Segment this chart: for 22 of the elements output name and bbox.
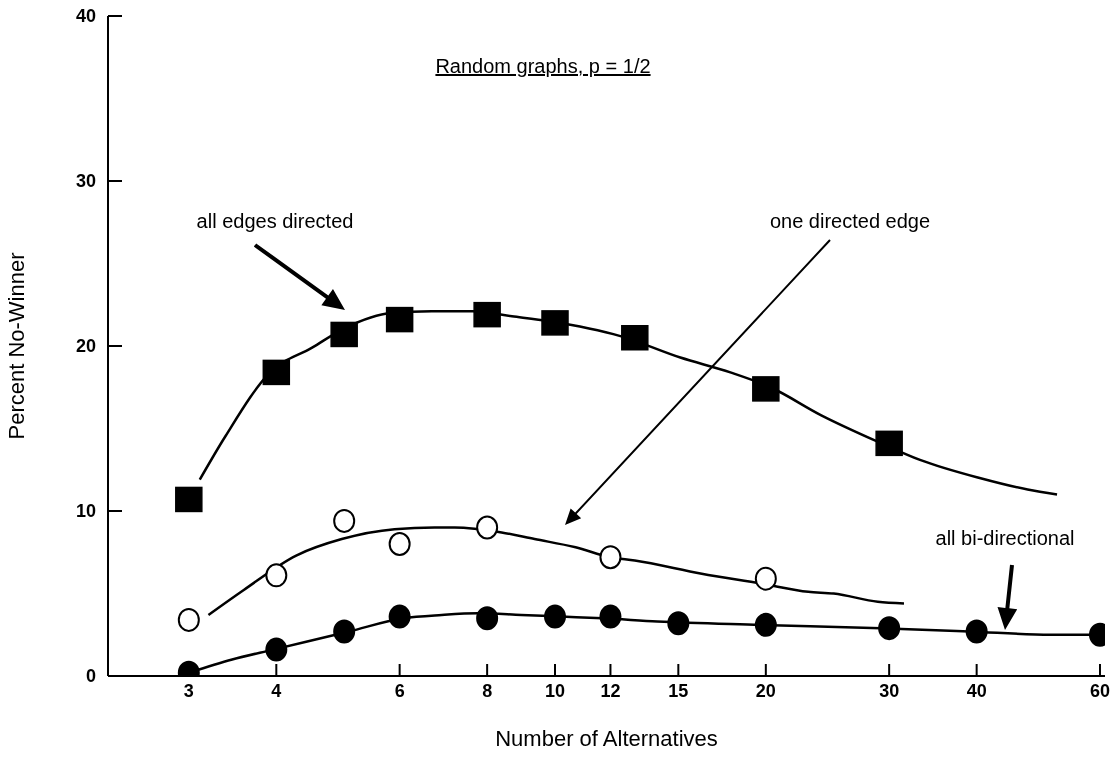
y-tick-label: 0 xyxy=(85,666,96,687)
y-tick-label: 30 xyxy=(75,171,96,192)
y-tick-label: 20 xyxy=(75,336,96,357)
text: Random graphs, p = 1/2 xyxy=(435,55,651,77)
y-axis-title: Percent No-Winner xyxy=(3,252,29,440)
annotation: all edges directed xyxy=(196,210,354,232)
x-tick-label: 8 xyxy=(482,680,493,701)
x-tick-label: 15 xyxy=(668,680,689,701)
x-tick-label: 6 xyxy=(394,680,405,701)
y-tick-label: 40 xyxy=(75,6,96,27)
annotation: all bi-directional xyxy=(935,527,1075,549)
x-tick-label: 3 xyxy=(183,680,194,701)
annotation: one directed edge xyxy=(769,210,931,232)
x-axis-title: Number of Alternatives xyxy=(495,726,718,751)
x-tick-label: 60 xyxy=(1089,680,1110,701)
x-tick-label: 4 xyxy=(271,680,282,701)
x-tick-label: 30 xyxy=(879,680,900,701)
x-tick-label: 40 xyxy=(966,680,987,701)
x-tick-label: 10 xyxy=(544,680,566,701)
x-tick-label: 20 xyxy=(755,680,776,701)
y-tick-label: 10 xyxy=(75,501,96,522)
x-tick-label: 12 xyxy=(600,680,621,701)
